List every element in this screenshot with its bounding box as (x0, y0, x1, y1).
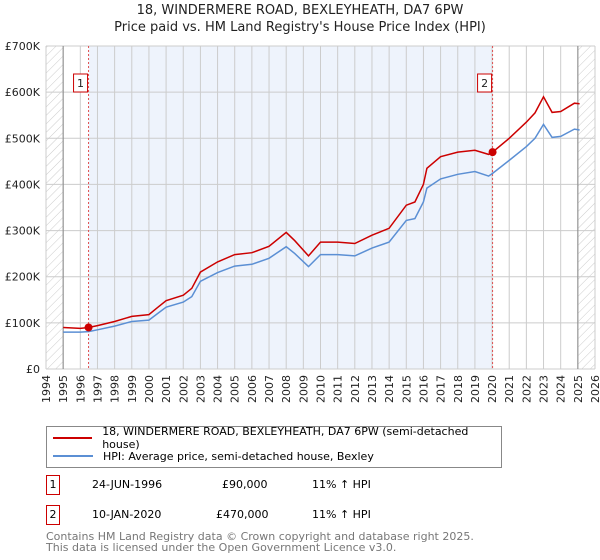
x-tick-label: 2018 (452, 375, 465, 403)
x-tick-label: 1999 (126, 375, 139, 403)
sale-marker-box (73, 73, 89, 93)
legend-label-property: 18, WINDERMERE ROAD, BEXLEYHEATH, DA7 6P… (102, 425, 469, 451)
x-tick-label: 2011 (332, 375, 345, 403)
x-tick-label: 2010 (315, 375, 328, 403)
y-tick-label: £300K (5, 225, 41, 238)
chart-subtitle: Price paid vs. HM Land Registry's House … (114, 20, 486, 35)
sale-marker-label: 2 (481, 77, 488, 90)
x-tick-label: 2002 (177, 375, 190, 403)
x-tick-label: 1995 (57, 375, 70, 403)
x-tick-label: 2001 (160, 375, 173, 403)
legend: 18, WINDERMERE ROAD, BEXLEYHEATH, DA7 6P… (46, 425, 502, 468)
legend-label-hpi: HPI: Average price, semi-detached house,… (103, 449, 374, 463)
x-tick-label: 2007 (263, 375, 276, 403)
sale-point (84, 323, 93, 332)
x-tick-label: 2024 (555, 375, 568, 403)
legend-red-line (53, 437, 93, 439)
y-tick-label: £200K (5, 271, 41, 284)
x-tick-label: 2005 (229, 375, 242, 403)
x-tick-label: 2003 (194, 375, 207, 403)
x-tick-label: 2015 (400, 375, 413, 403)
no-data-hatch-left (46, 46, 64, 369)
sale-hpi: 11% ↑ HPI (312, 478, 371, 491)
x-tick-label: 2021 (503, 375, 516, 403)
x-tick-label: 2006 (246, 375, 259, 403)
x-tick-label: 2013 (366, 375, 379, 403)
series-line (63, 95, 580, 330)
x-tick-label: 2004 (212, 375, 225, 403)
x-tick-label: 2020 (486, 375, 499, 403)
x-tick-label: 2022 (520, 375, 533, 403)
x-tick-label: 1998 (109, 375, 122, 403)
plot-area: 1994 1995 1996 1997 1998 1999 2000 2001 2002 2003… (5, 40, 600, 403)
chart-title: 18, WINDERMERE ROAD, BEXLEYHEATH, DA7 6P… (136, 3, 464, 18)
sale-marker-box (477, 73, 493, 93)
legend-blue-line (53, 455, 93, 457)
x-tick-label: 2025 (572, 375, 585, 403)
x-tick-label: 2000 (143, 375, 156, 403)
y-tick-label: £100K (5, 317, 41, 330)
sale-marker-label: 1 (46, 475, 60, 495)
no-data-hatch-right (577, 46, 595, 369)
sale-price: £90,000 (222, 478, 268, 491)
sale-marker-label: 1 (77, 77, 84, 90)
x-tick-label: 2009 (297, 375, 310, 403)
sale-row-1: 1 24-JUN-1996 £90,000 11% ↑ HPI (46, 475, 546, 496)
sale-hpi: 11% ↑ HPI (312, 508, 371, 521)
y-tick-label: £700K (5, 40, 41, 53)
sale-date: 10-JAN-2020 (92, 508, 162, 521)
x-tick-label: 1997 (91, 375, 104, 403)
x-tick-label: 2023 (538, 375, 551, 403)
y-tick-label: £600K (5, 86, 41, 99)
sale-date: 24-JUN-1996 (92, 478, 163, 491)
y-tick-label: £500K (5, 132, 41, 145)
x-tick-label: 1994 (40, 375, 53, 403)
x-tick-label: 2012 (349, 375, 362, 403)
x-tick-label: 2016 (417, 375, 430, 403)
x-tick-label: 2014 (383, 375, 396, 403)
x-tick-label: 2017 (435, 375, 448, 403)
sale-point (488, 148, 497, 157)
x-tick-label: 2008 (280, 375, 293, 403)
sale-price: £470,000 (216, 508, 269, 521)
sale-marker-label: 2 (46, 505, 60, 525)
y-tick-label: £400K (5, 178, 41, 191)
x-tick-label: 2019 (469, 375, 482, 403)
x-tick-label: 1996 (74, 375, 87, 403)
series-line (63, 123, 580, 333)
sale-row-2: 2 10-JAN-2020 £470,000 11% ↑ HPI (46, 505, 546, 526)
footer-line-1: Contains HM Land Registry data © Crown c… (46, 530, 474, 543)
footer-line-2: This data is licensed under the Open Gov… (46, 541, 397, 554)
y-tick-label: £0 (26, 363, 40, 376)
x-tick-label: 2026 (589, 375, 600, 403)
